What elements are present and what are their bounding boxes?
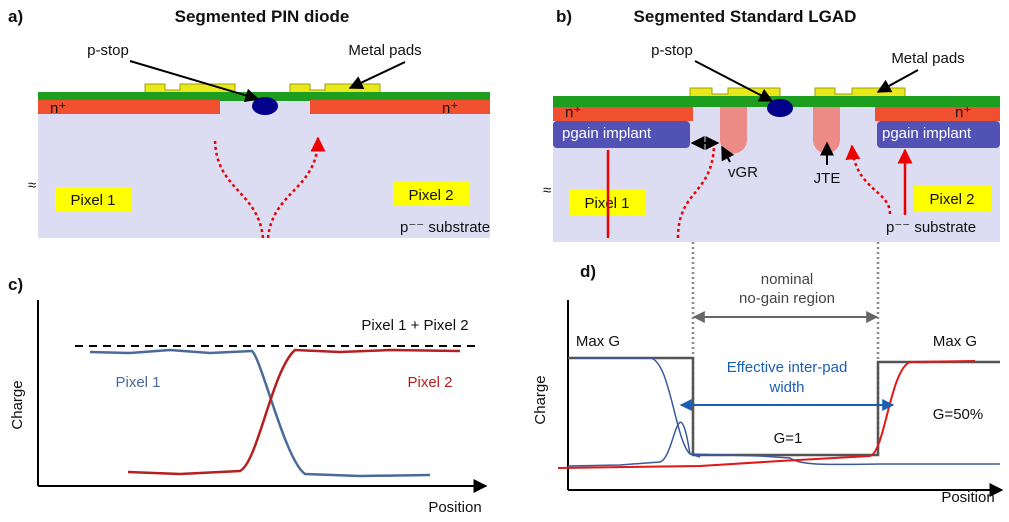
panel-label: a) bbox=[8, 7, 23, 26]
n-label: n⁺ bbox=[955, 104, 971, 121]
max-g-label: Max G bbox=[933, 333, 977, 350]
gain-label: G=50% bbox=[933, 406, 983, 423]
pixel-1-curve bbox=[575, 358, 700, 457]
axis-label: Position bbox=[428, 499, 481, 516]
jte-label: JTE bbox=[814, 170, 841, 187]
panel-d: d) Charge Position nominal no-gain regio… bbox=[532, 262, 1002, 506]
gain-label: pgain implant bbox=[562, 125, 652, 142]
n-label: n⁺ bbox=[565, 104, 581, 121]
n-implant bbox=[310, 100, 490, 114]
pixel-2-curve bbox=[128, 350, 460, 474]
pixel-label: Pixel 2 bbox=[929, 191, 974, 208]
pixel-label: Pixel 2 bbox=[407, 374, 452, 391]
pixel-label: Pixel 2 bbox=[408, 187, 453, 204]
jte bbox=[720, 107, 747, 154]
axis-label: Charge bbox=[532, 375, 549, 424]
width-label: Effective inter-pad bbox=[727, 359, 848, 376]
metal-pad bbox=[145, 84, 380, 93]
panel-label: d) bbox=[580, 262, 596, 281]
vgr-label: vGR bbox=[728, 164, 758, 181]
panel-label: b) bbox=[556, 7, 572, 26]
p-stop-label: p-stop bbox=[87, 42, 129, 59]
axis-label: Charge bbox=[9, 380, 26, 429]
panel-title: Segmented Standard LGAD bbox=[634, 7, 857, 26]
panel-label: c) bbox=[8, 275, 23, 294]
break-mark: ≈ bbox=[28, 177, 36, 194]
substrate-label: p⁻⁻ substrate bbox=[886, 219, 976, 236]
panel-c: c) Charge Position Pixel 1 + Pixel 2 Pix… bbox=[8, 275, 486, 516]
pixel-2-curve bbox=[558, 361, 975, 468]
width-label: width bbox=[768, 379, 804, 396]
substrate bbox=[38, 100, 490, 238]
gain-label: G=1 bbox=[774, 430, 803, 447]
n-label: n⁺ bbox=[442, 100, 458, 117]
p-stop-label: p-stop bbox=[651, 42, 693, 59]
gain-label: pgain implant bbox=[882, 125, 972, 142]
pixel-1-curve bbox=[90, 350, 430, 476]
sum-label: Pixel 1 + Pixel 2 bbox=[361, 317, 468, 334]
max-g-label: Max G bbox=[576, 333, 620, 350]
substrate-label: p⁻⁻ substrate bbox=[400, 219, 490, 236]
p-stop bbox=[252, 97, 278, 115]
region-label: no-gain region bbox=[739, 290, 835, 307]
metal-pads-label: Metal pads bbox=[891, 50, 964, 67]
axis-label: Position bbox=[941, 489, 994, 506]
metal-pads-label: Metal pads bbox=[348, 42, 421, 59]
break-mark: ≈ bbox=[543, 182, 551, 199]
pixel-label: Pixel 1 bbox=[115, 374, 160, 391]
figure: a) Segmented PIN diode p-stop Metal pads… bbox=[0, 0, 1009, 522]
p-stop bbox=[767, 99, 793, 117]
panel-a: a) Segmented PIN diode p-stop Metal pads… bbox=[8, 7, 490, 238]
n-label: n⁺ bbox=[50, 100, 66, 117]
region-label: nominal bbox=[761, 271, 814, 288]
panel-title: Segmented PIN diode bbox=[175, 7, 350, 26]
pixel-label: Pixel 1 bbox=[70, 192, 115, 209]
n-implant bbox=[875, 107, 1000, 121]
